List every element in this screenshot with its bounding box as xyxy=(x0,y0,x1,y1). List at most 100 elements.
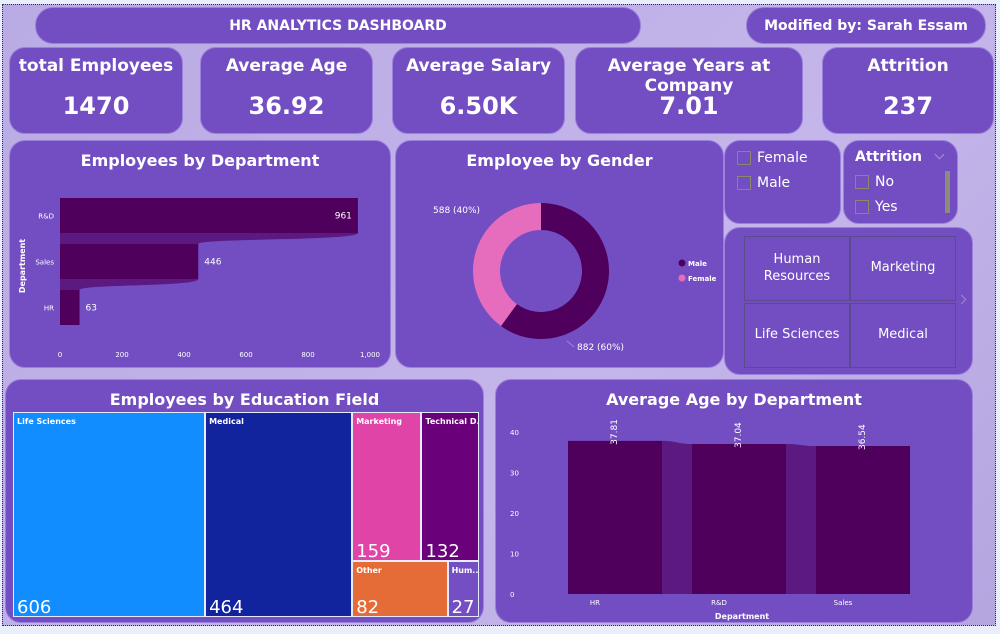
treemap-label: Hum... xyxy=(451,566,479,576)
bar-sales xyxy=(816,446,910,594)
kpi-label: total Employees xyxy=(18,56,174,76)
chart-title: Employees by Department xyxy=(80,151,320,170)
option-label: Female xyxy=(757,150,808,166)
y-tick-label: R&D xyxy=(38,213,54,221)
legend-label: Female xyxy=(688,275,717,283)
slicer-option-female[interactable]: Female xyxy=(737,150,808,166)
chart-title: Employee by Gender xyxy=(466,151,653,170)
bar-hr xyxy=(568,440,662,594)
kpi-value: 6.50K xyxy=(439,92,518,120)
title-banner: HR ANALYTICS DASHBOARD xyxy=(35,7,641,44)
kpi-value: 36.92 xyxy=(248,92,325,120)
y-tick-label: 40 xyxy=(510,429,519,437)
bar-rd xyxy=(692,443,786,594)
x-tick-label: Sales xyxy=(834,599,853,607)
treemap-value: 82 xyxy=(356,596,380,617)
treemap-cell-marketing[interactable]: Marketing 159 xyxy=(352,412,422,562)
kpi-label: Average Age xyxy=(225,56,348,76)
employees-by-education-field-chart[interactable]: Employees by Education Field Life Scienc… xyxy=(5,379,484,623)
employees-by-department-chart[interactable]: Employees by Department R&D 961 Sales 446 HR… xyxy=(9,140,391,368)
tile-human-resources[interactable]: Human Resources xyxy=(744,236,850,301)
slice-male xyxy=(501,203,609,339)
treemap-label: Other xyxy=(356,566,382,576)
chart-title: Employees by Education Field xyxy=(109,390,380,409)
dashboard-canvas: HR ANALYTICS DASHBOARD Modified by: Sara… xyxy=(2,4,996,626)
x-tick-label: 400 xyxy=(177,351,190,359)
kpi-total-employees: total Employees 1470 xyxy=(9,47,183,134)
slice-female xyxy=(473,203,541,327)
tile-marketing[interactable]: Marketing xyxy=(850,236,956,301)
slicer-option-male[interactable]: Male xyxy=(737,175,790,191)
checkbox[interactable] xyxy=(855,200,869,214)
leader-line xyxy=(566,340,575,348)
y-tick-label: 30 xyxy=(510,470,519,478)
ribbon xyxy=(786,443,816,594)
kpi-attrition: Attrition 237 xyxy=(822,47,994,134)
legend-marker xyxy=(678,274,686,282)
average-age-by-department-chart[interactable]: Average Age by Department 37.81 HR 37.04 R&… xyxy=(495,379,973,623)
option-label: Male xyxy=(757,175,791,191)
x-tick-label: 200 xyxy=(115,351,128,359)
treemap-cell-life-sciences[interactable]: Life Sciences 606 xyxy=(13,412,206,617)
chart-title: Average Age by Department xyxy=(606,390,862,409)
treemap-value: 27 xyxy=(451,596,475,617)
education-field-slicer: Human Resources Marketing Life Sciences … xyxy=(724,227,973,375)
data-label: 37.81 xyxy=(610,419,620,445)
treemap-cell-other[interactable]: Other 82 xyxy=(352,561,448,617)
treemap-value: 132 xyxy=(425,541,460,562)
tile-medical[interactable]: Medical xyxy=(850,303,956,368)
kpi-average-salary: Average Salary 6.50K xyxy=(392,47,565,134)
data-label: 37.04 xyxy=(734,422,744,448)
author-banner: Modified by: Sarah Essam xyxy=(746,7,986,44)
treemap-value: 606 xyxy=(17,597,52,617)
ribbon xyxy=(60,279,199,290)
kpi-average-years: Average Years at Company 7.01 xyxy=(575,47,803,134)
data-label: 446 xyxy=(204,258,221,268)
x-axis-title: Department xyxy=(715,612,769,621)
y-tick-label: 0 xyxy=(510,591,514,599)
dept-bar-svg: R&D 961 Sales 446 HR 63 0 200 400 600 800 1,000 Depa… xyxy=(18,198,380,359)
gender-donut-svg: 882 (60%) 588 (40%) Male Female xyxy=(433,203,717,353)
treemap-cell-human-resources[interactable]: Hum... 27 xyxy=(447,561,479,617)
treemap-area: Life Sciences 606 Medical 464 Marketing 159 Te… xyxy=(13,412,479,617)
option-label: Yes xyxy=(875,199,898,215)
treemap-label: Life Sciences xyxy=(17,417,76,426)
checkbox[interactable] xyxy=(737,176,751,190)
treemap-value: 159 xyxy=(356,541,391,562)
bar-sales xyxy=(60,244,199,279)
data-label-male: 882 (60%) xyxy=(577,343,624,353)
slicer-option-no[interactable]: No xyxy=(855,174,894,190)
tile-life-sciences[interactable]: Life Sciences xyxy=(744,303,850,368)
kpi-average-age: Average Age 36.92 xyxy=(200,47,373,134)
kpi-value: 237 xyxy=(882,92,934,120)
treemap-cell-medical[interactable]: Medical 464 xyxy=(205,412,353,617)
legend-marker xyxy=(678,259,686,267)
kpi-label: Attrition xyxy=(867,56,949,76)
legend-label: Male xyxy=(688,260,707,268)
treemap-value: 464 xyxy=(209,597,244,617)
x-tick-label: R&D xyxy=(711,599,727,607)
gender-slicer: Female Male xyxy=(724,140,841,224)
kpi-value: 1470 xyxy=(62,92,130,120)
kpi-label: Average Salary xyxy=(405,56,552,76)
kpi-label: Average Years at Company xyxy=(607,56,771,96)
ribbon xyxy=(662,440,692,594)
x-tick-label: HR xyxy=(590,599,600,607)
slicer-option-yes[interactable]: Yes xyxy=(855,199,898,215)
employee-by-gender-chart[interactable]: Employee by Gender 882 (60%) 588 (40%) Mal… xyxy=(395,140,724,368)
checkbox[interactable] xyxy=(737,151,751,165)
chevron-right-icon[interactable] xyxy=(956,294,967,305)
data-label: 36.54 xyxy=(858,424,868,450)
y-tick-label: HR xyxy=(44,305,54,313)
bar-hr xyxy=(60,290,80,325)
treemap-cell-technical-degree[interactable]: Technical D... 132 xyxy=(421,412,479,562)
y-axis-title: Department xyxy=(18,239,27,293)
attrition-slicer: Attrition No Yes xyxy=(843,140,958,224)
chevron-down-icon[interactable] xyxy=(934,149,945,160)
treemap-label: Medical xyxy=(209,417,244,426)
scrollbar[interactable] xyxy=(945,171,950,213)
checkbox[interactable] xyxy=(855,175,869,189)
x-tick-label: 0 xyxy=(58,351,62,359)
age-bar-svg: 37.81 HR 37.04 R&D 36.54 Sales 0 10 20 30 40 Depart… xyxy=(510,419,910,621)
y-tick-label: 20 xyxy=(510,510,519,518)
